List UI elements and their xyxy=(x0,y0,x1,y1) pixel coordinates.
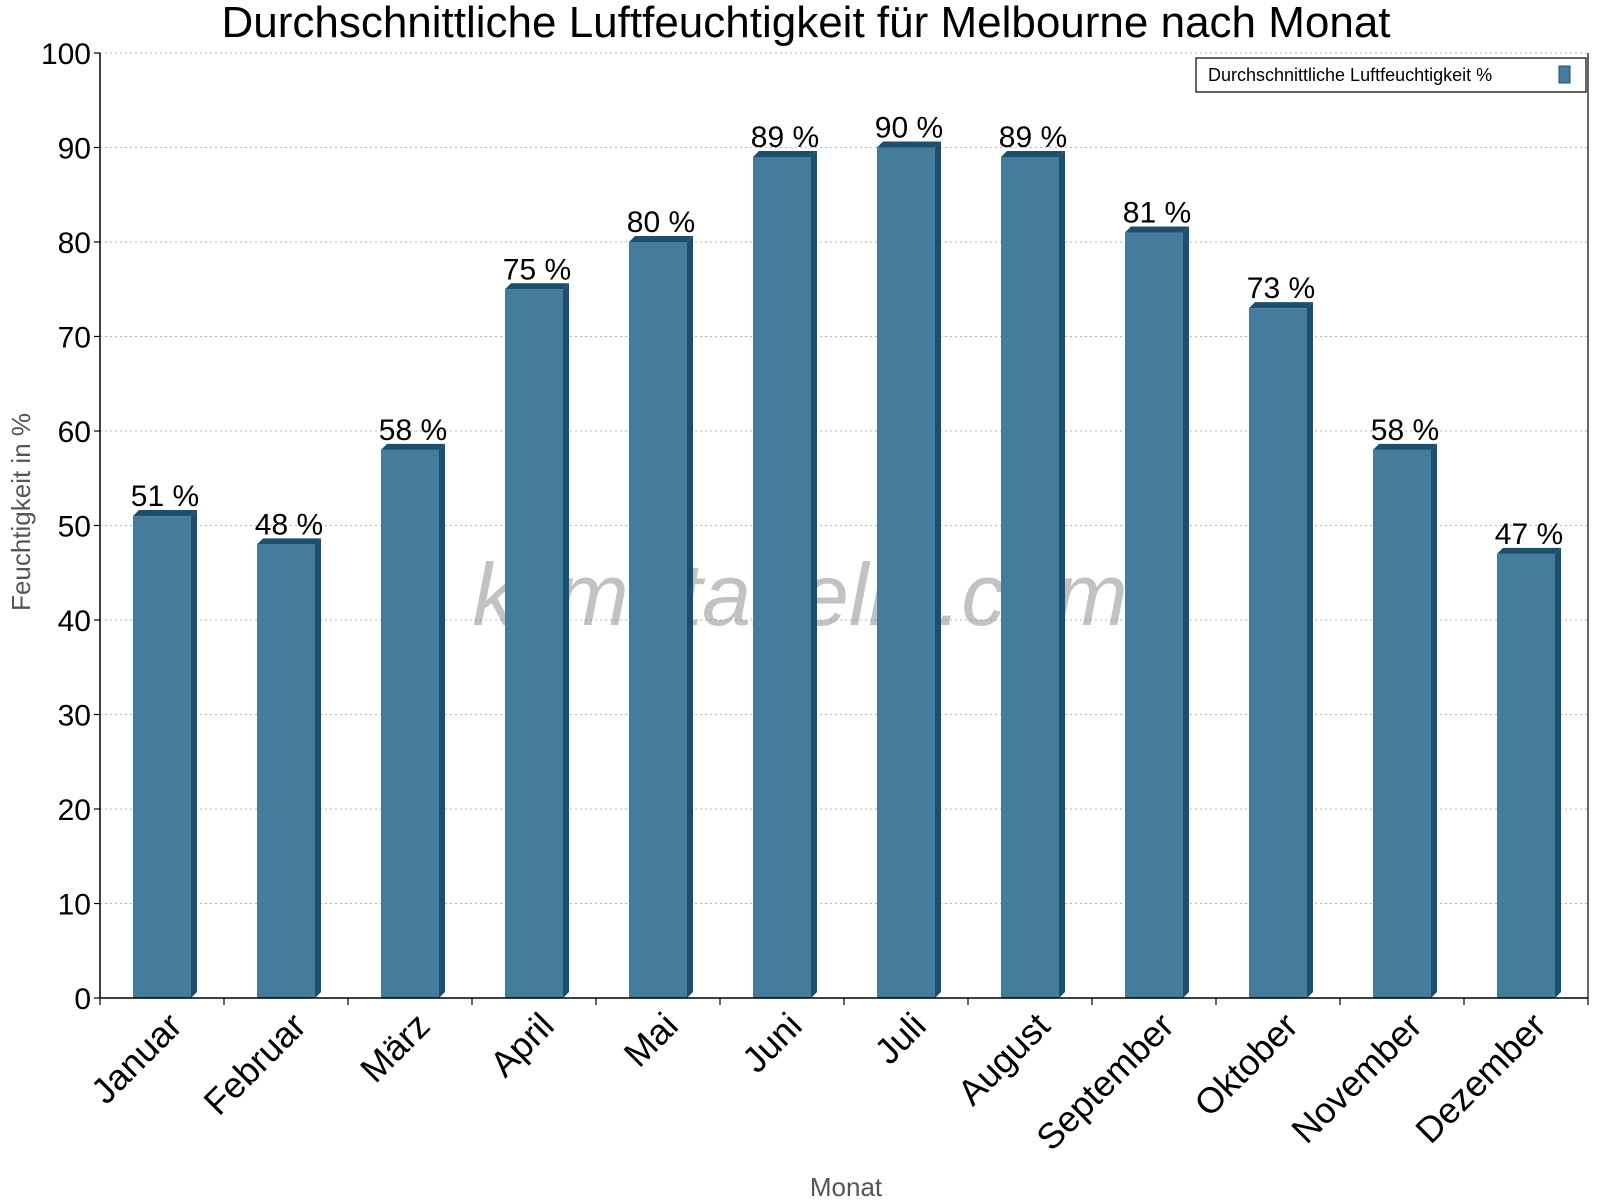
bar-top xyxy=(877,141,941,148)
bar-top xyxy=(505,283,569,290)
bar xyxy=(753,156,811,998)
x-tick-label: Juni xyxy=(734,1005,810,1081)
legend-label: Durchschnittliche Luftfeuchtigkeit % xyxy=(1208,65,1492,85)
bar-side xyxy=(315,538,321,998)
x-tick-label: August xyxy=(949,1005,1057,1113)
bar xyxy=(1497,553,1555,998)
data-label: 81 % xyxy=(1123,197,1191,230)
bar xyxy=(133,516,191,998)
bar-side xyxy=(1431,443,1437,998)
data-label: 75 % xyxy=(503,253,571,286)
bar xyxy=(1373,449,1431,998)
bar-top xyxy=(629,236,693,242)
bar xyxy=(877,147,935,998)
x-tick-label: Januar xyxy=(83,1005,190,1112)
bar-side xyxy=(687,236,693,998)
data-label: 80 % xyxy=(627,206,695,239)
bar-top xyxy=(257,538,321,545)
bar-side xyxy=(563,283,569,998)
bar-side xyxy=(1059,150,1065,998)
x-tick-label: Oktober xyxy=(1186,1005,1306,1125)
bar xyxy=(381,449,439,998)
bar-top xyxy=(133,510,197,517)
bar xyxy=(629,242,687,998)
x-tick-label: November xyxy=(1283,1005,1429,1151)
bar-side xyxy=(811,150,817,998)
bar-top xyxy=(1497,547,1561,554)
bar xyxy=(1125,232,1183,999)
data-label: 89 % xyxy=(751,121,819,154)
y-tick-label: 40 xyxy=(58,605,91,638)
bar xyxy=(1249,308,1307,998)
x-tick-label: Mai xyxy=(616,1005,686,1075)
data-label: 51 % xyxy=(131,480,199,513)
y-axis-ticks: 0 10 20 30 40 50 60 70 80 90 100 xyxy=(41,38,100,1016)
data-label: 48 % xyxy=(255,508,323,541)
y-tick-label: 20 xyxy=(58,794,91,827)
y-tick-label: 90 xyxy=(58,133,91,166)
bars: 51 % 48 % 58 % 75 % 80 % 89 % 90 % 89 % 81 % 73 %… xyxy=(131,112,1563,999)
data-label: 89 % xyxy=(999,121,1067,154)
bar xyxy=(505,289,563,998)
legend-box xyxy=(1195,57,1587,93)
bar-side xyxy=(1183,226,1189,999)
y-tick-label: 50 xyxy=(58,511,91,544)
bar-side xyxy=(1555,547,1561,998)
bar-top xyxy=(1249,302,1313,309)
bar-side xyxy=(935,141,941,998)
bar xyxy=(257,544,315,998)
data-label: 58 % xyxy=(1371,414,1439,447)
x-axis-label: Monat xyxy=(810,1172,883,1200)
y-axis-label: Feuchtigkeit in % xyxy=(6,413,36,611)
data-label: 90 % xyxy=(875,112,943,145)
x-tick-label: Juli xyxy=(866,1005,933,1072)
y-tick-label: 0 xyxy=(74,983,91,1016)
x-tick-label: Februar xyxy=(196,1005,314,1123)
data-label: 73 % xyxy=(1247,272,1315,305)
bar-side xyxy=(191,510,197,998)
x-axis-ticks: Januar Februar März April Mai Juni Juli AugustS… xyxy=(83,998,1589,1158)
x-tick-label: März xyxy=(352,1005,438,1091)
data-label: 58 % xyxy=(379,414,447,447)
x-tick-label: April xyxy=(482,1005,562,1085)
gridlines xyxy=(100,52,1588,904)
chart-title: Durchschnittliche Luftfeuchtigkeit für M… xyxy=(221,0,1390,47)
bar-top xyxy=(753,150,817,157)
y-tick-label: 10 xyxy=(58,889,91,922)
y-tick-label: 80 xyxy=(58,227,91,260)
legend-swatch xyxy=(1558,65,1571,84)
bar-side xyxy=(439,443,445,998)
y-tick-label: 100 xyxy=(41,38,91,71)
y-tick-label: 60 xyxy=(58,416,91,449)
x-tick-label: Dezember xyxy=(1407,1005,1553,1151)
bar-side xyxy=(1307,302,1313,998)
y-tick-label: 70 xyxy=(58,322,91,355)
bar-top xyxy=(381,443,445,450)
data-label: 47 % xyxy=(1495,518,1563,551)
bar xyxy=(1001,156,1059,998)
bar-top xyxy=(1373,443,1437,450)
bar-top xyxy=(1125,226,1189,233)
bar-top xyxy=(1001,150,1065,157)
y-tick-label: 30 xyxy=(58,700,91,733)
legend: Durchschnittliche Luftfeuchtigkeit % xyxy=(1195,57,1587,93)
